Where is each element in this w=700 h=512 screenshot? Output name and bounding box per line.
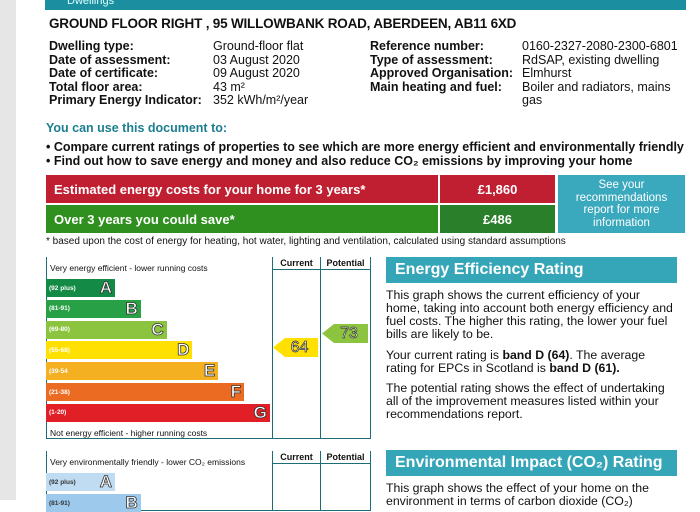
label-heating: Main heating and fuel: xyxy=(370,79,502,94)
band-f: (21-38) F xyxy=(46,382,244,401)
label-date-certificate: Date of certificate: xyxy=(49,66,159,80)
page-margin xyxy=(0,0,16,500)
value-date-certificate: 09 August 2020 xyxy=(213,66,300,80)
usage-bullet-text: Compare current ratings of properties to… xyxy=(53,140,684,154)
label-reference: Reference number: xyxy=(370,39,484,53)
savings-value: £486 xyxy=(440,205,555,233)
current-column-header: Current xyxy=(272,257,320,270)
value-heating: Boiler and radiators, mains gas xyxy=(522,79,671,107)
band-letter: F xyxy=(230,382,241,401)
text: . The average rating for EPCs in Scotlan… xyxy=(386,348,646,375)
savings-label: Over 3 years you could save* xyxy=(46,205,438,233)
band-letter: D xyxy=(177,340,190,360)
estimated-cost-value: £1,860 xyxy=(440,175,555,203)
env-top-label: Very environmentally friendly - lower CO… xyxy=(50,457,246,467)
band-a: (92 plus) A xyxy=(46,278,115,297)
current-rating-arrow: 64 xyxy=(273,338,318,357)
chart-divider xyxy=(272,257,273,438)
details-right-labels: Reference number: Type of assessment: Ap… xyxy=(370,39,514,94)
env-potential-column-header: Potential xyxy=(320,451,370,464)
band-letter: E xyxy=(203,361,216,381)
chart-divider xyxy=(272,451,273,511)
label-assessment-type: Type of assessment: xyxy=(370,52,493,67)
average-band: band D (61). xyxy=(549,361,620,375)
band-range: (92 plus) xyxy=(49,284,76,292)
cost-footnote: * based upon the cost of energy for heat… xyxy=(46,236,566,247)
band-range: (92 plus) xyxy=(49,478,76,486)
band-b: (81-91) B xyxy=(46,298,141,318)
band-letter: A xyxy=(99,278,112,297)
band-range: (69-80) xyxy=(49,326,70,334)
band-range: (39-54 xyxy=(49,367,68,375)
current-band: band D (64) xyxy=(502,348,570,362)
environmental-impact-heading: Environmental Impact (CO₂) Rating xyxy=(386,450,677,476)
usage-heading: You can use this document to: xyxy=(46,121,228,135)
band-letter: B xyxy=(125,493,138,512)
usage-bullet-text: Find out how to save energy and money an… xyxy=(53,154,633,168)
band-e: (39-54 E xyxy=(46,361,219,381)
chart-divider xyxy=(320,257,321,438)
label-organisation: Approved Organisation: xyxy=(370,66,514,80)
band-d: (55-68) D xyxy=(46,340,193,360)
energy-bottom-label: Not energy efficient - higher running co… xyxy=(50,428,208,438)
value-pei: 352 kWh/m²/year xyxy=(213,93,309,107)
potential-rating-arrow: 73 xyxy=(322,324,368,343)
band-b: (81-91) B xyxy=(46,493,141,512)
estimated-cost-label: Estimated energy costs for your home for… xyxy=(46,175,438,203)
band-letter: C xyxy=(151,319,164,339)
band-c: (69-80) C xyxy=(46,319,167,339)
label-dwelling-type: Dwelling type: xyxy=(49,39,134,53)
details-left-values: Ground-floor flat 03 August 2020 09 Augu… xyxy=(213,39,309,108)
label-pei: Primary Energy Indicator: xyxy=(49,93,202,107)
energy-panel-p3: The potential rating shows the effect of… xyxy=(386,381,665,421)
label-date-assessment: Date of assessment: xyxy=(49,52,171,67)
env-current-column-header: Current xyxy=(272,451,320,464)
band-letter: B xyxy=(125,298,138,318)
energy-panel-p1: This graph shows the current efficiency … xyxy=(386,288,673,341)
property-address: GROUND FLOOR RIGHT , 95 WILLOWBANK ROAD,… xyxy=(49,16,517,31)
value-floor-area: 43 m² xyxy=(213,79,245,94)
value-date-assessment: 03 August 2020 xyxy=(213,52,300,67)
value-assessment-type: RdSAP, existing dwelling xyxy=(522,52,660,67)
value-reference: 0160-2327-2080-2300-6801 xyxy=(522,39,678,53)
potential-column-header: Potential xyxy=(320,257,370,270)
recommendations-link[interactable]: See your recommendations report for more… xyxy=(558,175,685,233)
details-left-labels: Dwelling type: Date of assessment: Date … xyxy=(49,39,202,108)
band-a: (92 plus) A xyxy=(46,472,115,491)
band-range: (21-38) xyxy=(49,388,70,396)
label-floor-area: Total floor area: xyxy=(49,79,143,94)
band-range: (81-91) xyxy=(49,499,70,507)
band-g: (1-20) G xyxy=(46,402,270,422)
usage-bullet-2: • Find out how to save energy and money … xyxy=(46,154,633,168)
text: Your current rating is xyxy=(386,348,503,362)
potential-rating-value: 73 xyxy=(340,324,358,342)
band-letter: G xyxy=(253,402,267,422)
band-range: (81-91) xyxy=(49,305,70,313)
energy-efficiency-heading: Energy Efficiency Rating xyxy=(386,257,677,283)
band-letter: A xyxy=(99,472,112,491)
value-organisation: Elmhurst xyxy=(522,66,572,80)
current-rating-value: 64 xyxy=(290,338,309,356)
section-header-bar: Dwellings xyxy=(45,0,686,10)
energy-panel-p2: Your current rating is band D (64). The … xyxy=(386,349,676,375)
band-range: (55-68) xyxy=(49,346,70,354)
details-right-values: 0160-2327-2080-2300-6801 RdSAP, existing… xyxy=(522,39,682,108)
env-panel-p1: This graph shows the effect of your home… xyxy=(386,481,649,508)
chart-divider xyxy=(320,451,321,511)
value-dwelling-type: Ground-floor flat xyxy=(213,39,304,53)
energy-top-label: Very energy efficient - lower running co… xyxy=(50,263,208,273)
band-range: (1-20) xyxy=(49,409,67,417)
usage-bullet-1: • Compare current ratings of properties … xyxy=(46,140,684,154)
